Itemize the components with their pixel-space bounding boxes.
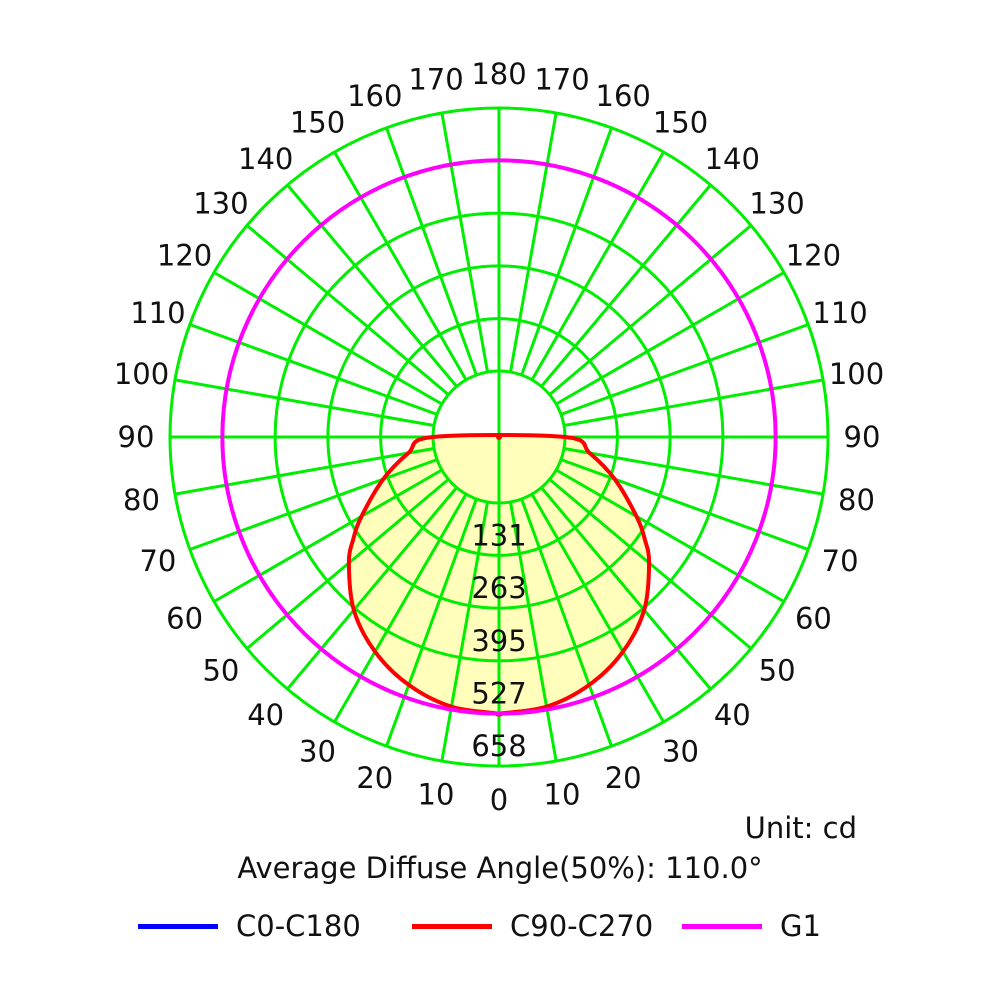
legend-item-g1: G1 — [682, 909, 821, 943]
angle-label-left-140: 140 — [238, 142, 293, 176]
polar-grid — [168, 106, 830, 768]
angle-label-left-150: 150 — [290, 106, 345, 140]
angle-label-right-20: 20 — [605, 761, 642, 795]
legend-item-c0-c180: C0-C180 — [138, 909, 361, 943]
angle-label-left-90: 90 — [118, 420, 155, 454]
grid-spoke-100 — [563, 378, 824, 427]
legend-label-c0-c180: C0-C180 — [236, 909, 361, 943]
angle-label-right-130: 130 — [749, 187, 804, 221]
angle-label-right-40: 40 — [714, 698, 751, 732]
grid-spoke-20 — [520, 498, 613, 747]
angle-label-left-100: 100 — [114, 357, 169, 391]
grid-spoke-300 — [213, 468, 443, 603]
radial-label-263: 263 — [471, 571, 526, 605]
series-c90-c270 — [346, 432, 652, 717]
grid-spoke-230 — [246, 224, 450, 396]
angle-label-right-140: 140 — [705, 142, 760, 176]
legend-item-c90-c270: C90-C270 — [412, 909, 653, 943]
center-point — [496, 434, 502, 440]
grid-spoke-340 — [385, 498, 478, 747]
angle-label-right-70: 70 — [822, 544, 859, 578]
grid-spoke-130 — [548, 224, 752, 396]
grid-spoke-320 — [286, 486, 458, 690]
legend-swatch-g1 — [682, 923, 762, 929]
angle-label-left-60: 60 — [166, 602, 203, 636]
legend-label-c90-c270: C90-C270 — [510, 909, 654, 943]
angle-label-right-160: 160 — [596, 79, 651, 113]
angle-label-right-60: 60 — [795, 602, 832, 636]
angle-label-right-10: 10 — [544, 778, 581, 812]
legend-swatch-c0-c180 — [138, 923, 218, 929]
grid-spoke-170 — [509, 112, 558, 373]
angle-label-right-80: 80 — [838, 483, 875, 517]
radial-label-527: 527 — [471, 677, 526, 711]
angle-label-right-170: 170 — [534, 63, 589, 97]
angle-label-right-50: 50 — [759, 653, 796, 687]
angle-label-left-50: 50 — [202, 653, 239, 687]
grid-spoke-30 — [530, 493, 665, 723]
angle-label-right-150: 150 — [653, 106, 708, 140]
grid-spoke-40 — [540, 486, 712, 690]
series-curves — [220, 158, 778, 717]
angle-label-left-10: 10 — [418, 778, 455, 812]
grid-spoke-10 — [509, 501, 558, 762]
grid-spoke-200 — [385, 127, 478, 376]
grid-spoke-280 — [174, 447, 435, 496]
axis-labels: 1801701601501401301201101009080706050403… — [114, 57, 884, 817]
angle-label-left-40: 40 — [247, 698, 284, 732]
angle-label-left-70: 70 — [139, 544, 176, 578]
legend-swatch-c90-c270 — [412, 923, 492, 929]
grid-spoke-60 — [555, 468, 785, 603]
angle-label-left-80: 80 — [123, 483, 160, 517]
grid-spoke-150 — [530, 151, 665, 381]
angle-label-right-100: 100 — [829, 357, 884, 391]
grid-spoke-220 — [286, 184, 458, 388]
grid-spoke-120 — [555, 271, 785, 406]
angle-label-left-110: 110 — [130, 296, 185, 330]
grid-spoke-350 — [440, 501, 489, 762]
angle-label-left-180: 180 — [471, 57, 526, 91]
unit-label: Unit: cd — [744, 811, 857, 845]
angle-label-left-30: 30 — [299, 734, 336, 768]
angle-label-left-170: 170 — [408, 63, 463, 97]
angle-label-left-20: 20 — [356, 761, 393, 795]
angle-label-right-30: 30 — [662, 734, 699, 768]
angle-label-right-110: 110 — [812, 296, 867, 330]
grid-spoke-250 — [189, 323, 438, 416]
legend-label-g1: G1 — [780, 909, 821, 943]
angle-label-left-0: 0 — [490, 783, 508, 817]
grid-spoke-290 — [189, 458, 438, 551]
grid-spoke-260 — [174, 378, 435, 427]
average-angle-label: Average Diffuse Angle(50%): 110.0° — [237, 851, 763, 885]
grid-spoke-70 — [560, 458, 809, 551]
grid-spoke-210 — [333, 151, 468, 381]
radial-label-658: 658 — [471, 729, 526, 763]
angle-label-right-90: 90 — [844, 420, 881, 454]
angle-label-right-120: 120 — [786, 239, 841, 273]
grid-spoke-190 — [440, 112, 489, 373]
grid-spoke-160 — [520, 127, 613, 376]
grid-spoke-240 — [213, 271, 443, 406]
grid-spoke-140 — [540, 184, 712, 388]
grid-spoke-330 — [333, 493, 468, 723]
grid-spoke-110 — [560, 323, 809, 416]
angle-label-left-120: 120 — [157, 239, 212, 273]
series-g1 — [220, 158, 778, 716]
grid-spoke-80 — [563, 447, 824, 496]
radial-label-131: 131 — [471, 518, 526, 552]
radial-label-395: 395 — [471, 624, 526, 658]
angle-label-left-160: 160 — [347, 79, 402, 113]
angle-label-left-130: 130 — [193, 187, 248, 221]
